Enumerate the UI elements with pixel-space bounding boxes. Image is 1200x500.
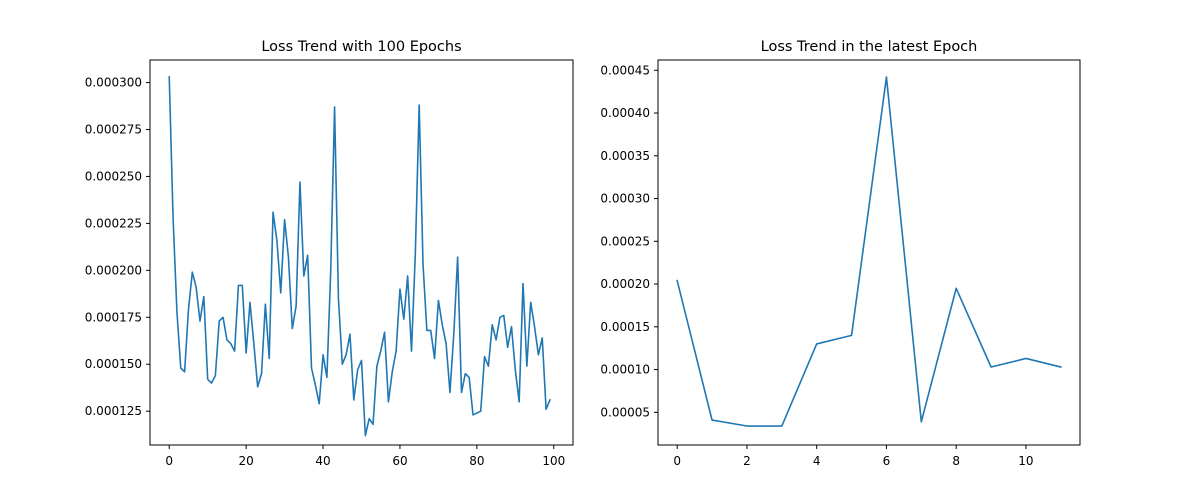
y-tick-label: 0.000200 (85, 263, 142, 277)
x-tick-label: 60 (392, 454, 407, 468)
x-tick-label: 8 (952, 454, 960, 468)
x-tick-label: 0 (673, 454, 681, 468)
y-tick-label: 0.000125 (85, 404, 142, 418)
y-tick-label: 0.00025 (600, 234, 650, 248)
y-tick-label: 0.00005 (600, 405, 650, 419)
x-tick-label: 4 (813, 454, 821, 468)
y-tick-label: 0.00030 (600, 192, 650, 206)
x-tick-label: 80 (469, 454, 484, 468)
y-tick-label: 0.000175 (85, 310, 142, 324)
plot-frame (149, 59, 574, 446)
chart-title: Loss Trend with 100 Epochs (261, 39, 461, 55)
x-tick-label: 40 (315, 454, 330, 468)
x-tick-label: 20 (238, 454, 253, 468)
chart-panel-2: 0 2 4 6 8 10 0.00005 0.00010 0.00015 0.00020 0.000… (600, 39, 1081, 468)
plot-frame (657, 59, 1081, 446)
y-tick-label: 0.00035 (600, 149, 650, 163)
loss-line-1-1 (168, 76, 551, 437)
y-tick-label: 0.00010 (600, 363, 650, 377)
chart-panel-1: 0 20 40 60 80 100 0.000125 0.000150 0.000175 0.00… (85, 39, 574, 468)
y-tick-label: 0.000300 (85, 76, 142, 90)
y-tick-label: 0.00040 (600, 106, 650, 120)
y-tick-label: 0.00015 (600, 320, 650, 334)
x-tick-label: 6 (883, 454, 891, 468)
y-tick-label: 0.000275 (85, 122, 142, 136)
y-tick-label: 0.000225 (85, 216, 142, 230)
x-tick-label: 0 (165, 454, 173, 468)
chart-title: Loss Trend in the latest Epoch (761, 39, 978, 55)
x-tick-label: 10 (1018, 454, 1033, 468)
loss-line-2-1 (676, 76, 1062, 427)
x-tick-label: 100 (542, 454, 565, 468)
y-tick-label: 0.000250 (85, 169, 142, 183)
y-tick-label: 0.00045 (600, 63, 650, 77)
x-tick-label: 2 (743, 454, 751, 468)
y-tick-label: 0.000150 (85, 357, 142, 371)
y-tick-label: 0.00020 (600, 277, 650, 291)
